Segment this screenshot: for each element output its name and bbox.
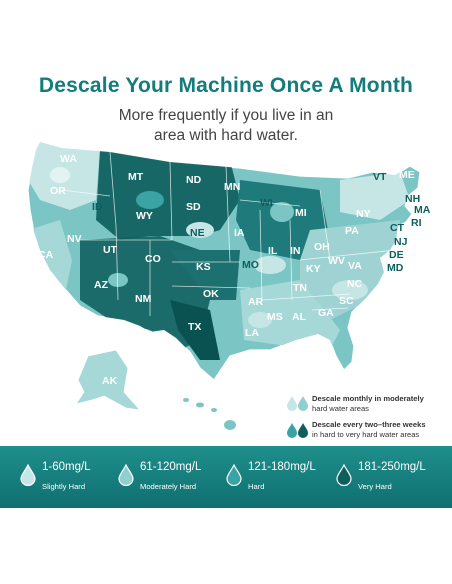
state-label-ak: AK	[102, 375, 118, 387]
state-label-az: AZ	[94, 279, 109, 291]
state-label-la: LA	[245, 327, 259, 339]
state-label-il: IL	[268, 245, 278, 257]
page-title: Descale Your Machine Once A Month	[38, 74, 414, 97]
state-label-sc: SC	[339, 295, 354, 307]
state-label-ny: NY	[356, 208, 371, 220]
scale-caption: Hard	[248, 482, 265, 491]
state-label-wv: WV	[328, 255, 345, 267]
scale-caption: Moderately Hard	[140, 482, 197, 491]
state-label-de: DE	[389, 249, 404, 261]
state-label-vt: VT	[373, 171, 387, 183]
hardness-regions	[28, 142, 410, 360]
state-label-nc: NC	[347, 278, 363, 290]
drop-icon	[226, 464, 242, 486]
state-label-wy: WY	[136, 210, 153, 222]
scale-caption: Very Hard	[358, 482, 392, 491]
drop-icon	[287, 423, 297, 438]
drop-icon	[336, 464, 352, 486]
state-label-ga: GA	[318, 307, 334, 319]
state-borders	[61, 151, 397, 316]
state-label-wa: WA	[60, 153, 77, 165]
drop-icon	[287, 396, 297, 411]
state-label-ct: CT	[390, 222, 405, 234]
state-label-mt: MT	[128, 171, 144, 183]
drop-icon	[298, 396, 308, 411]
state-label-nh: NH	[405, 193, 420, 205]
state-label-in: IN	[290, 245, 301, 257]
state-label-ca: CA	[38, 249, 54, 261]
state-label-nv: NV	[67, 233, 82, 245]
state-label-tx: TX	[188, 321, 201, 333]
state-label-pa: PA	[345, 225, 359, 237]
legend-two-three: Descale every two–three weeks in hard to…	[312, 420, 452, 439]
hawaii-islands	[183, 398, 236, 430]
state-label-mi: MI	[295, 207, 307, 219]
state-label-nj: NJ	[394, 236, 408, 248]
page-subtitle: More frequently if you live in an area w…	[0, 106, 452, 146]
state-label-co: CO	[145, 253, 161, 265]
scale-caption: Slightly Hard	[42, 482, 86, 491]
state-label-tn: TN	[293, 282, 307, 294]
state-label-nm: NM	[135, 293, 152, 305]
us-hardness-map: WA OR ID MT ND MN WI MI NY VT ME NH MA R…	[27, 141, 431, 430]
state-label-wi: WI	[260, 197, 273, 209]
state-label-or: OR	[50, 185, 66, 197]
state-label-md: MD	[387, 262, 404, 274]
state-label-id: ID	[92, 201, 103, 213]
state-label-oh: OH	[314, 241, 330, 253]
state-label-mn: MN	[224, 181, 240, 193]
state-label-ok: OK	[203, 288, 219, 300]
legend-monthly-rest: hard water areas	[312, 403, 369, 413]
state-label-ne: NE	[190, 227, 205, 239]
scale-value: 1-60mg/L	[42, 461, 91, 473]
legend-drops-two-three	[286, 422, 310, 443]
scale-value: 181-250mg/L	[358, 461, 426, 473]
legend-monthly-bold: Descale monthly in moderately	[312, 394, 424, 403]
state-label-me: ME	[399, 169, 415, 181]
state-label-ks: KS	[196, 261, 211, 273]
state-label-mo: MO	[242, 259, 259, 271]
state-label-ia: IA	[234, 227, 245, 239]
legend-two-three-bold: Descale every two–three weeks	[312, 420, 426, 429]
legend-two-three-rest: in hard to very hard water areas	[312, 429, 420, 439]
state-label-ri: RI	[411, 217, 422, 229]
drop-icon	[20, 464, 36, 486]
alaska-shape	[75, 349, 142, 411]
state-label-ut: UT	[103, 244, 118, 256]
state-label-va: VA	[348, 260, 362, 272]
drop-icon	[298, 423, 308, 438]
scale-value: 121-180mg/L	[248, 461, 316, 473]
state-label-sd: SD	[186, 201, 201, 213]
subtitle-line-2: area with hard water.	[154, 127, 298, 144]
state-label-ma: MA	[414, 204, 431, 216]
state-label-al: AL	[292, 311, 307, 323]
state-label-ar: AR	[248, 296, 264, 308]
drop-icon	[118, 464, 134, 486]
hardness-scale-band: 1-60mg/L Slightly Hard 61-120mg/L Modera…	[0, 446, 452, 508]
state-label-ky: KY	[306, 263, 321, 275]
legend-monthly: Descale monthly in moderately hard water…	[312, 394, 452, 413]
scale-value: 61-120mg/L	[140, 461, 202, 473]
subtitle-line-1: More frequently if you live in an	[118, 107, 334, 124]
legend-drops-monthly	[286, 395, 310, 416]
state-label-nd: ND	[186, 174, 202, 186]
state-label-ms: MS	[267, 311, 283, 323]
